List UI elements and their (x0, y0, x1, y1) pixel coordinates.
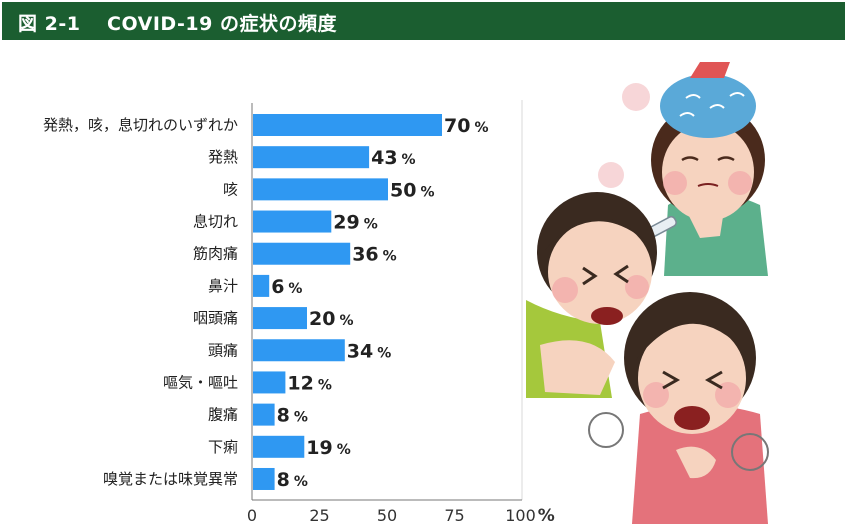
x-tick-label: 50 (377, 506, 397, 525)
data-label: 36% (352, 244, 396, 266)
bar (253, 371, 286, 394)
sick-people-illustration (526, 62, 769, 524)
category-label: 息切れ (193, 213, 238, 231)
figure-header: 図 2-1 COVID-19 の症状の頻度 (2, 2, 845, 40)
x-tick-label: 100% (505, 506, 555, 526)
bar (253, 210, 332, 233)
bar (253, 467, 275, 490)
bar (253, 403, 275, 426)
category-label: 腹痛 (208, 406, 238, 424)
figure-title: 図 2-1 COVID-19 の症状の頻度 (18, 13, 337, 35)
x-tick-label: 25 (309, 506, 329, 525)
bar (253, 307, 307, 330)
data-label: 70% (444, 115, 488, 137)
category-label: 頭痛 (208, 341, 238, 359)
x-tick-label: 75 (444, 506, 464, 525)
category-label: 咽頭痛 (193, 309, 238, 327)
data-label: 19% (306, 437, 350, 459)
bar (253, 242, 351, 265)
data-label: 12% (287, 372, 331, 394)
category-label: 発熱，咳，息切れのいずれか (43, 116, 238, 134)
category-label: 咳 (223, 180, 238, 198)
category-label: 鼻汁 (208, 277, 238, 295)
data-label: 6% (271, 276, 302, 298)
data-label: 8% (277, 469, 308, 491)
data-label: 50% (390, 179, 434, 201)
data-label: 43% (371, 147, 415, 169)
bar (253, 274, 270, 297)
bar (253, 146, 370, 169)
bar (253, 178, 388, 201)
category-label: 筋肉痛 (193, 245, 238, 263)
data-label: 20% (309, 308, 353, 330)
category-label: 下痢 (208, 438, 238, 456)
data-label: 8% (277, 405, 308, 427)
data-label: 34% (347, 340, 391, 362)
category-label: 嗅覚または味覚異常 (103, 470, 238, 488)
bar (253, 435, 305, 458)
x-tick-label: 0 (247, 506, 257, 525)
bar (253, 339, 345, 362)
category-label: 嘔気・嘔吐 (163, 373, 238, 391)
data-label: 29% (333, 212, 377, 234)
category-label: 発熱 (208, 148, 238, 166)
bar (253, 114, 442, 136)
plot-area: 発熱，咳，息切れのいずれか 70 % 発熱 43 % 咳 50 % 息切れ 29 % 筋肉痛 36 % 鼻汁 6… (43, 100, 555, 526)
